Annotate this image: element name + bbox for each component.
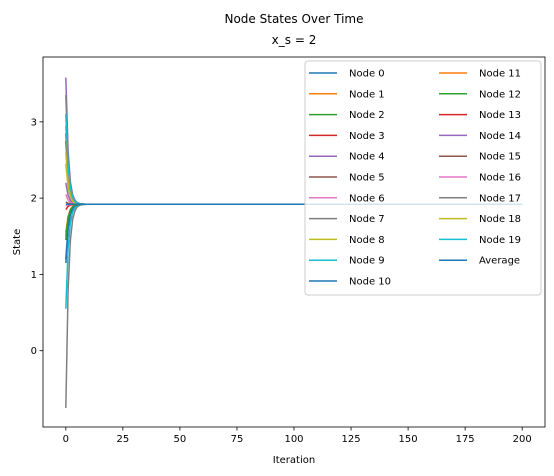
chart-subtitle: x_s = 2 [272,33,317,47]
legend-entry-label: Average [479,256,520,267]
legend-entry-label: Node 1 [349,89,385,100]
x-tick-label: 50 [174,434,187,445]
legend: Node 0 Node 1 Node 2 Node 3 Node 4 Node 5 Node… [304,60,542,296]
x-tick-label: 150 [399,434,418,445]
legend-entry-label: Node 17 [479,193,521,204]
x-axis-ticks: 0 25 50 75 100 125 150 175 200 [63,427,532,445]
legend-entry-label: Node 8 [349,235,385,246]
chart-title: Node States Over Time [224,12,363,26]
legend-entry-label: Node 5 [349,173,385,184]
legend-entry-label: Node 19 [479,235,521,246]
legend-entry-label: Node 15 [479,152,521,163]
legend-entry-label: Node 3 [349,131,385,142]
x-tick-label: 75 [231,434,244,445]
legend-entry-label: Node 10 [349,277,391,288]
legend-entry-label: Node 18 [479,214,521,225]
y-axis-ticks: 0 1 2 3 [31,117,43,357]
legend-entry-label: Node 9 [349,256,385,267]
legend-entry-label: Node 13 [479,110,521,121]
legend-entry-label: Node 16 [479,173,521,184]
legend-entry-label: Node 6 [349,193,385,204]
legend-entry-label: Node 7 [349,214,385,225]
x-tick-label: 175 [456,434,475,445]
legend-entry-label: Node 11 [479,69,521,80]
x-tick-label: 0 [63,434,69,445]
legend-entry-label: Node 4 [349,152,385,163]
y-tick-label: 1 [31,270,37,281]
x-tick-label: 125 [341,434,360,445]
x-tick-label: 25 [116,434,129,445]
x-tick-label: 100 [284,434,303,445]
legend-items: Node 0 Node 1 Node 2 Node 3 Node 4 Node 5 Node… [309,69,521,288]
x-axis-label: Iteration [273,455,315,466]
y-tick-label: 0 [31,346,37,357]
legend-box [304,60,542,296]
y-tick-label: 2 [31,194,37,205]
x-tick-label: 200 [513,434,532,445]
legend-entry-label: Node 0 [349,69,385,80]
legend-entry-label: Node 14 [479,131,521,142]
y-tick-label: 3 [31,117,37,128]
legend-entry-label: Node 12 [479,89,521,100]
legend-entry-label: Node 2 [349,110,385,121]
y-axis-label: State [12,229,23,255]
